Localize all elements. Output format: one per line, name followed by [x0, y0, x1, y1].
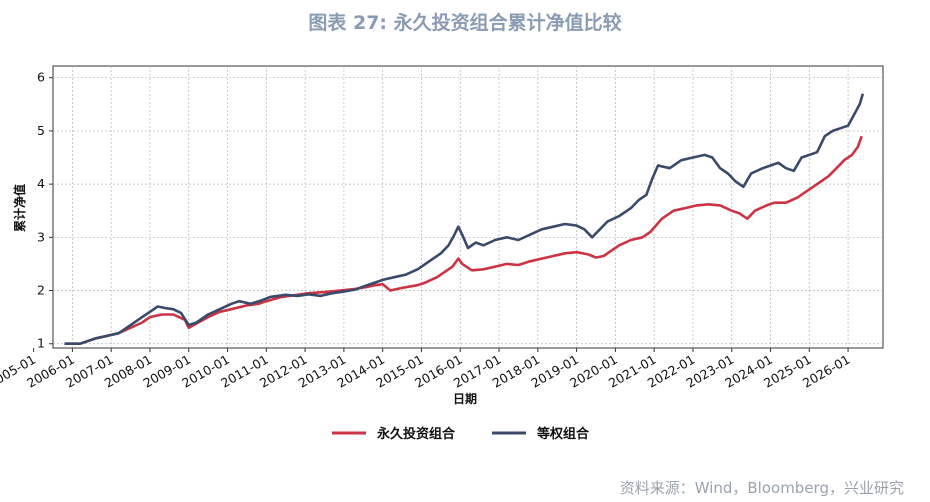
y-tick-label: 4 [37, 176, 45, 191]
series-line-permanent [64, 135, 863, 346]
y-tick-label: 3 [37, 229, 45, 244]
source-note: 资料来源：Wind，Bloomberg，兴业研究 [619, 479, 904, 497]
legend: 永久投资组合 等权组合 [332, 426, 590, 442]
y-axis-label: 累计净值 [12, 184, 27, 232]
legend-label-permanent: 永久投资组合 [376, 426, 456, 442]
plot-area [52, 65, 884, 349]
x-axis-label: 日期 [453, 391, 477, 406]
series-lines [64, 93, 865, 346]
y-tick-label: 2 [37, 283, 45, 298]
x-axis-ticks: 2005-012006-012007-012008-012009-012010-… [0, 348, 853, 391]
y-axis-ticks: 1 2 3 4 5 6 [37, 70, 53, 351]
chart-title: 图表 27: 永久投资组合累计净值比较 [308, 12, 622, 34]
gridlines [53, 66, 883, 348]
y-tick-label: 5 [37, 123, 45, 138]
y-tick-label: 1 [37, 336, 45, 351]
chart-canvas: 1 2 3 4 5 6 2005-012006-012007-012008-012009-… [0, 65, 884, 442]
legend-label-equal-weight: 等权组合 [536, 426, 590, 442]
series-line-equal-weight [64, 93, 865, 346]
y-tick-label: 6 [37, 70, 45, 85]
